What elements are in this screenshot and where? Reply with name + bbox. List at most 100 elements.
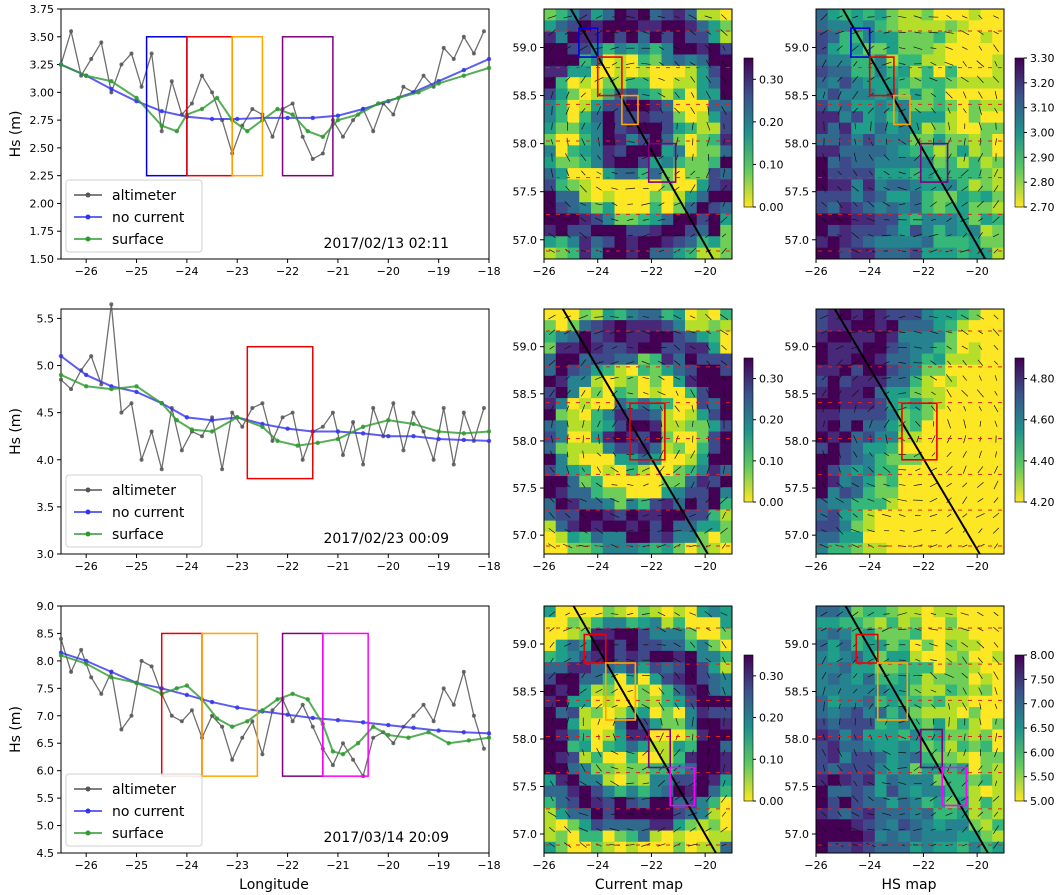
flow-arrow [867, 828, 875, 831]
field-cell [614, 99, 627, 112]
field-cell [816, 628, 829, 641]
field-cell [579, 650, 592, 663]
field-cell [579, 364, 592, 377]
field-cell [910, 420, 923, 432]
field-cell [720, 236, 733, 249]
data-point-surface [245, 129, 250, 134]
field-cell [544, 65, 557, 78]
field-cell [649, 77, 662, 90]
flow-arrow [658, 687, 665, 695]
flow-arrow [579, 14, 588, 20]
field-cell [945, 331, 958, 343]
field-cell [898, 247, 911, 260]
flow-arrow [610, 750, 619, 755]
field-cell [544, 409, 557, 421]
field-cell [933, 819, 946, 832]
field-cell [720, 729, 733, 742]
field-cell [851, 409, 864, 421]
flow-arrow [913, 483, 922, 486]
field-cell [898, 168, 911, 180]
field-cell [945, 342, 958, 355]
field-cell [685, 202, 698, 215]
flow-arrow [658, 249, 665, 253]
field-cell [992, 520, 1005, 533]
field-cell [957, 662, 970, 674]
flow-arrow [689, 497, 696, 504]
flow-arrow [674, 797, 680, 801]
field-cell [863, 830, 876, 843]
field-cell [992, 650, 1005, 663]
field-cell [696, 729, 709, 742]
data-point-altimeter [250, 405, 255, 410]
flow-arrow [978, 375, 982, 381]
colorbar-tick-label: 0.00 [759, 795, 784, 808]
field-cell [567, 684, 580, 697]
field-cell [968, 718, 981, 730]
field-cell [968, 179, 981, 192]
flow-arrow [657, 843, 666, 847]
field-cell [649, 54, 662, 67]
flow-arrow [883, 346, 890, 349]
field-cell [945, 236, 958, 249]
flow-arrow [563, 627, 573, 632]
flow-arrow [914, 77, 922, 82]
flow-arrow [690, 389, 696, 398]
field-cell [696, 684, 709, 697]
field-cell [720, 145, 733, 158]
field-cell [673, 247, 686, 260]
field-cell [933, 785, 946, 798]
field-cell [851, 224, 864, 237]
field-cell [696, 542, 709, 555]
flow-arrow [657, 544, 666, 548]
flow-arrow [928, 643, 938, 647]
flow-arrow [720, 527, 728, 534]
flow-arrow [823, 420, 825, 427]
highlight-box [647, 142, 677, 183]
flow-arrow [963, 733, 966, 741]
field-cell [555, 774, 568, 787]
field-cell [839, 375, 852, 388]
x-tick-label: −26 [532, 560, 555, 573]
field-cell [685, 774, 698, 787]
field-cell [591, 464, 604, 477]
field-cell [649, 364, 662, 377]
field-cell [544, 796, 557, 809]
x-tick-label: −23 [226, 560, 249, 573]
flow-arrow [566, 749, 569, 756]
data-point-altimeter [69, 387, 74, 392]
field-cell [945, 156, 958, 169]
flow-arrow [821, 811, 827, 817]
field-cell [555, 808, 568, 820]
flow-arrow [564, 642, 572, 647]
field-cell [992, 718, 1005, 730]
data-point-altimeter [471, 51, 476, 56]
field-cell [851, 476, 864, 488]
field-cell [626, 476, 639, 488]
flow-arrow [581, 627, 586, 632]
field-cell [649, 487, 662, 499]
flow-arrow [611, 108, 618, 114]
field-cell [591, 729, 604, 742]
field-cell [957, 320, 970, 332]
legend-box [65, 179, 203, 253]
field-cell [567, 122, 580, 135]
data-point-altimeter [99, 40, 104, 45]
flow-arrow [866, 529, 875, 533]
field-cell [933, 156, 946, 169]
flow-arrow [580, 92, 586, 98]
reference-arrows [546, 330, 730, 547]
field-cell [649, 542, 662, 555]
field-cell [992, 247, 1005, 260]
flow-arrow [719, 329, 729, 336]
flow-arrow [595, 764, 602, 772]
flow-arrow [626, 468, 635, 471]
field-cell [980, 684, 993, 697]
flow-arrow [994, 780, 998, 787]
flow-arrow [706, 374, 711, 382]
flow-arrow [548, 29, 556, 36]
flow-arrow [612, 733, 617, 742]
field-cell [555, 617, 568, 629]
field-cell [720, 156, 733, 169]
field-cell [708, 9, 721, 21]
field-cell [649, 386, 662, 399]
